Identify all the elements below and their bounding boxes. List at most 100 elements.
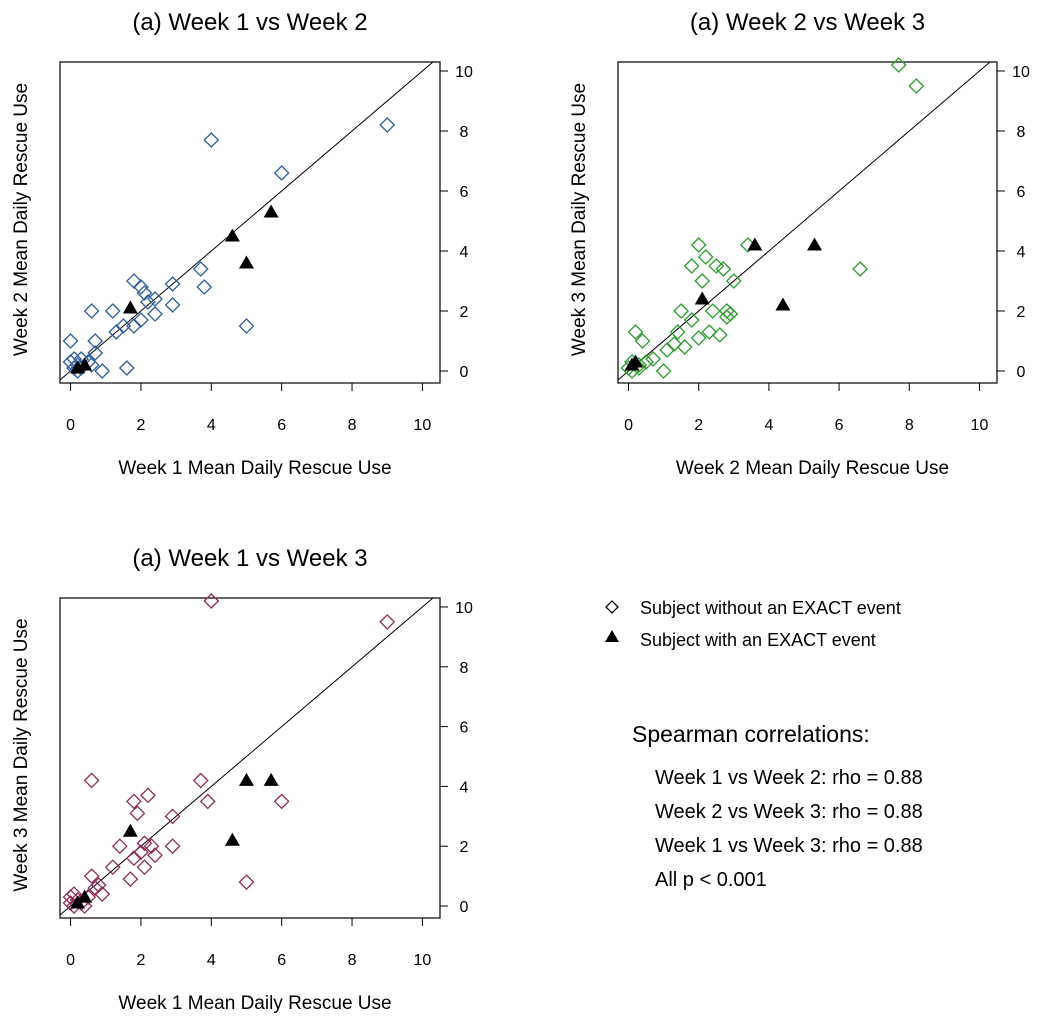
x-tick-label: 6 — [277, 417, 286, 434]
y-tick-label: 10 — [455, 600, 473, 617]
point-without-event — [666, 336, 683, 352]
point-without-event — [196, 279, 213, 295]
x-tick-label: 2 — [694, 417, 703, 434]
x-tick-label: 6 — [277, 952, 286, 969]
point-without-event — [129, 805, 146, 822]
x-tick-label: 4 — [207, 952, 216, 969]
point-with-event — [238, 772, 254, 786]
point-without-event — [147, 847, 163, 864]
point-with-event — [122, 300, 138, 314]
point-without-event — [94, 363, 111, 379]
point-without-event — [164, 276, 181, 292]
point-without-event — [164, 808, 181, 825]
point-without-event — [108, 324, 125, 340]
point-without-event — [725, 273, 742, 289]
point-without-event — [125, 793, 142, 810]
point-without-event — [634, 333, 651, 349]
y-tick-label: 8 — [460, 124, 469, 141]
point-with-event — [238, 255, 254, 269]
identity-line — [617, 61, 991, 381]
plot-frame — [59, 61, 441, 384]
point-without-event — [164, 838, 181, 855]
point-without-event — [143, 838, 160, 855]
y-tick-label: 2 — [460, 304, 469, 321]
y-tick-label: 0 — [1017, 364, 1026, 381]
point-without-event — [87, 333, 104, 349]
point-without-event — [94, 886, 111, 902]
point-without-event — [164, 297, 181, 313]
p-value-note: All p < 0.001 — [655, 869, 767, 891]
point-without-event — [627, 324, 644, 340]
point-with-event — [224, 832, 240, 846]
y-axis-label: Week 2 Mean Daily Rescue Use — [11, 83, 32, 356]
point-with-event — [628, 354, 644, 368]
y-tick-label: 8 — [460, 660, 469, 677]
point-without-event — [638, 354, 654, 370]
point-without-event — [125, 273, 142, 289]
point-with-event — [224, 228, 240, 242]
x-tick-label: 2 — [136, 952, 145, 969]
identity-line — [59, 597, 434, 916]
y-tick-label: 8 — [1017, 124, 1026, 141]
x-tick-label: 0 — [624, 417, 633, 434]
y-tick-label: 2 — [460, 839, 469, 856]
point-without-event — [66, 351, 82, 367]
point-without-event — [273, 165, 290, 181]
point-with-event — [263, 772, 279, 786]
point-without-event — [147, 306, 163, 322]
x-tick-label: 8 — [905, 417, 914, 434]
correlation-week1-week3: Week 1 vs Week 3: rho = 0.88 — [655, 835, 923, 857]
x-tick-label: 10 — [414, 952, 432, 969]
point-without-event — [694, 273, 711, 289]
point-without-event — [676, 339, 693, 355]
point-without-event — [718, 309, 735, 325]
point-with-event — [122, 823, 138, 837]
legend-triangle-marker — [605, 630, 619, 642]
chart-title: (a) Week 2 vs Week 3 — [690, 9, 925, 36]
point-without-event — [711, 327, 728, 343]
point-without-event — [140, 787, 156, 804]
point-without-event — [704, 303, 721, 319]
point-without-event — [199, 793, 216, 810]
point-without-event — [645, 351, 662, 367]
point-without-event — [192, 772, 209, 789]
point-with-event — [77, 889, 93, 903]
chart-title: (a) Week 1 vs Week 2 — [132, 9, 367, 36]
x-axis-label: Week 1 Mean Daily Rescue Use — [118, 993, 391, 1014]
point-without-event — [125, 850, 142, 867]
point-without-event — [133, 279, 149, 295]
x-tick-label: 10 — [971, 417, 989, 434]
point-without-event — [908, 78, 925, 94]
point-with-event — [77, 357, 93, 371]
point-with-event — [263, 204, 279, 218]
point-without-event — [192, 261, 209, 277]
point-without-event — [379, 614, 396, 630]
point-without-event — [890, 57, 907, 73]
y-tick-label: 6 — [460, 184, 469, 201]
point-without-event — [90, 877, 107, 894]
point-without-event — [715, 261, 732, 277]
y-tick-label: 0 — [460, 899, 469, 916]
point-with-event — [807, 237, 823, 251]
legend-label-with-event: Subject with an EXACT event — [640, 630, 876, 650]
x-tick-label: 0 — [66, 952, 75, 969]
point-without-event — [147, 291, 163, 307]
point-without-event — [87, 345, 104, 361]
plot-frame — [617, 61, 998, 384]
x-tick-label: 8 — [348, 952, 357, 969]
point-without-event — [133, 312, 149, 328]
y-axis-label: Week 3 Mean Daily Rescue Use — [11, 618, 32, 891]
correlation-week1-week2: Week 1 vs Week 2: rho = 0.88 — [655, 767, 923, 789]
point-without-event — [238, 874, 255, 891]
x-tick-label: 6 — [835, 417, 844, 434]
x-tick-label: 0 — [66, 417, 75, 434]
y-tick-label: 6 — [460, 720, 469, 737]
point-without-event — [83, 772, 100, 789]
x-axis-label: Week 1 Mean Daily Rescue Use — [118, 458, 391, 479]
scatter-panel: (a) Week 1 vs Week 3 0 2 4 6 8 10 0 2 4 6 8 10 Week 1… — [11, 545, 473, 1014]
chart-title: (a) Week 1 vs Week 3 — [132, 545, 367, 572]
point-without-event — [140, 294, 156, 310]
point-without-event — [669, 324, 686, 340]
y-tick-label: 4 — [460, 779, 469, 796]
identity-line — [59, 61, 434, 381]
